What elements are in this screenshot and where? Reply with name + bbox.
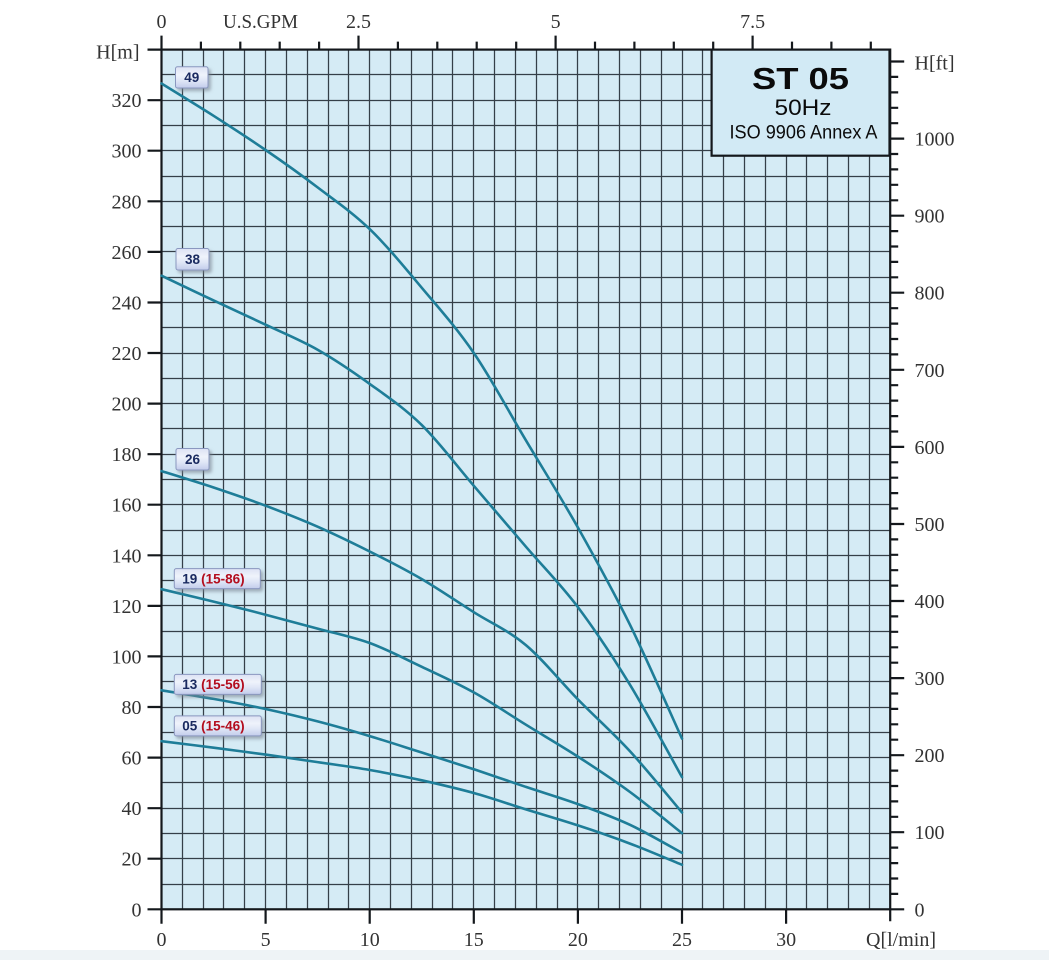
svg-text:1000: 1000 xyxy=(915,129,955,151)
svg-text:200: 200 xyxy=(915,745,945,767)
svg-text:160: 160 xyxy=(112,495,142,517)
svg-text:30: 30 xyxy=(776,929,796,951)
svg-text:13 (15-56): 13 (15-56) xyxy=(182,677,244,692)
svg-text:7.5: 7.5 xyxy=(740,11,765,33)
svg-text:5: 5 xyxy=(261,929,271,951)
svg-text:120: 120 xyxy=(112,596,142,618)
svg-text:ST 05: ST 05 xyxy=(752,61,849,96)
svg-text:800: 800 xyxy=(915,283,945,305)
svg-text:300: 300 xyxy=(112,141,142,163)
svg-text:10: 10 xyxy=(360,929,380,951)
svg-text:100: 100 xyxy=(915,822,945,844)
svg-text:20: 20 xyxy=(122,849,142,871)
svg-text:19 (15-86): 19 (15-86) xyxy=(182,571,244,586)
svg-text:300: 300 xyxy=(915,668,945,690)
svg-text:60: 60 xyxy=(122,748,142,770)
svg-text:50Hz: 50Hz xyxy=(775,95,832,120)
svg-text:100: 100 xyxy=(112,646,142,668)
svg-text:H[ft]: H[ft] xyxy=(915,53,955,75)
svg-text:900: 900 xyxy=(915,206,945,228)
svg-text:Q[l/min]: Q[l/min] xyxy=(866,929,936,951)
svg-text:0: 0 xyxy=(157,929,167,951)
svg-text:260: 260 xyxy=(112,242,142,264)
svg-text:15: 15 xyxy=(464,929,484,951)
svg-text:38: 38 xyxy=(185,252,201,267)
svg-text:280: 280 xyxy=(112,191,142,213)
svg-text:0: 0 xyxy=(915,899,925,921)
svg-text:500: 500 xyxy=(915,514,945,536)
svg-text:U.S.GPM: U.S.GPM xyxy=(223,11,298,33)
svg-text:05 (15-46): 05 (15-46) xyxy=(182,719,244,734)
svg-text:5: 5 xyxy=(551,11,561,33)
svg-text:200: 200 xyxy=(112,394,142,416)
svg-text:140: 140 xyxy=(112,545,142,567)
svg-text:400: 400 xyxy=(915,591,945,613)
svg-text:26: 26 xyxy=(185,452,201,467)
svg-text:25: 25 xyxy=(672,929,692,951)
svg-text:700: 700 xyxy=(915,360,945,382)
svg-text:240: 240 xyxy=(112,293,142,315)
svg-text:20: 20 xyxy=(568,929,588,951)
svg-text:0: 0 xyxy=(132,899,142,921)
svg-text:H[m]: H[m] xyxy=(96,42,139,64)
svg-text:320: 320 xyxy=(112,90,142,112)
svg-text:180: 180 xyxy=(112,444,142,466)
svg-text:40: 40 xyxy=(122,798,142,820)
svg-text:2.5: 2.5 xyxy=(346,11,371,33)
svg-text:220: 220 xyxy=(112,343,142,365)
svg-text:49: 49 xyxy=(184,70,199,85)
svg-text:ISO 9906 Annex A: ISO 9906 Annex A xyxy=(730,122,878,144)
svg-text:600: 600 xyxy=(915,437,945,459)
svg-text:80: 80 xyxy=(122,697,142,719)
svg-text:0: 0 xyxy=(157,11,167,33)
